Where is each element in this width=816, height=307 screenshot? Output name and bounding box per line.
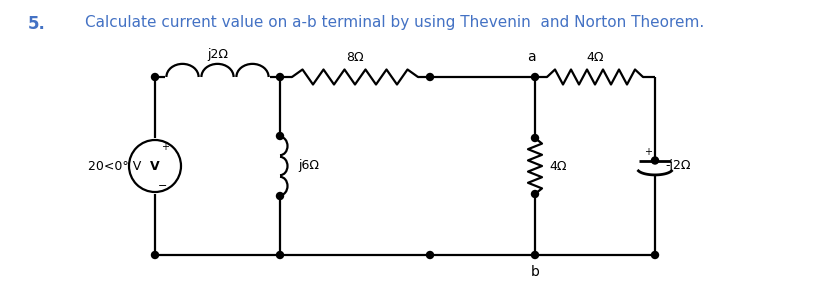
Text: 8Ω: 8Ω [346, 51, 364, 64]
Text: b: b [530, 265, 539, 279]
Circle shape [277, 133, 283, 139]
Circle shape [651, 251, 659, 258]
Text: Calculate current value on a-b terminal by using Thevenin  and Norton Theorem.: Calculate current value on a-b terminal … [85, 15, 704, 30]
Text: 5.: 5. [28, 15, 46, 33]
Text: a: a [526, 50, 535, 64]
Circle shape [531, 191, 539, 197]
Text: +: + [644, 147, 652, 157]
Circle shape [427, 73, 433, 80]
Circle shape [277, 251, 283, 258]
Circle shape [427, 251, 433, 258]
Circle shape [531, 73, 539, 80]
Text: j2Ω: j2Ω [207, 48, 228, 61]
Text: +: + [161, 142, 169, 152]
Text: −: − [158, 181, 167, 191]
Circle shape [531, 251, 539, 258]
Text: 4Ω: 4Ω [586, 51, 604, 64]
Text: 20<0° V: 20<0° V [88, 160, 141, 173]
Circle shape [277, 73, 283, 80]
Text: -j2Ω: -j2Ω [665, 160, 690, 173]
Circle shape [651, 157, 659, 164]
Circle shape [277, 192, 283, 200]
Text: j6Ω: j6Ω [298, 160, 319, 173]
Circle shape [152, 73, 158, 80]
Text: V: V [150, 160, 160, 173]
Circle shape [152, 251, 158, 258]
Circle shape [531, 134, 539, 142]
Text: 4Ω: 4Ω [549, 160, 566, 173]
